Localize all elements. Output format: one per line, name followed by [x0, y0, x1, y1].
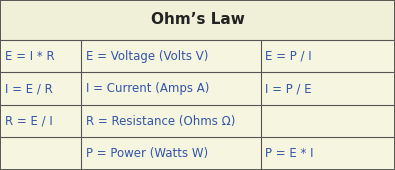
Text: I = E / R: I = E / R [5, 82, 53, 95]
Text: P = E * I: P = E * I [265, 147, 314, 160]
Text: E = I * R: E = I * R [5, 50, 55, 63]
Text: Ohm’s Law: Ohm’s Law [150, 12, 245, 28]
Text: P = Power (Watts W): P = Power (Watts W) [86, 147, 208, 160]
Text: I = P / E: I = P / E [265, 82, 312, 95]
Text: R = E / I: R = E / I [5, 115, 53, 128]
Text: R = Resistance (Ohms Ω): R = Resistance (Ohms Ω) [86, 115, 235, 128]
Text: E = Voltage (Volts V): E = Voltage (Volts V) [86, 50, 208, 63]
Text: I = Current (Amps A): I = Current (Amps A) [86, 82, 209, 95]
Text: E = P / I: E = P / I [265, 50, 312, 63]
Bar [0, 0, 395, 40]
